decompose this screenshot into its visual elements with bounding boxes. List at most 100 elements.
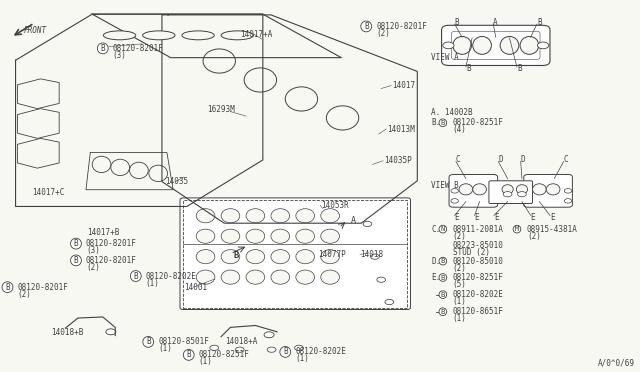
Text: B: B <box>441 292 445 298</box>
Ellipse shape <box>196 270 215 284</box>
Text: D: D <box>521 155 525 164</box>
Text: 14017+B: 14017+B <box>87 228 120 237</box>
Text: 08120-8201F: 08120-8201F <box>86 239 137 248</box>
Text: STUD (2): STUD (2) <box>453 248 490 257</box>
Circle shape <box>451 189 458 193</box>
Text: B: B <box>454 18 460 27</box>
Circle shape <box>385 299 394 305</box>
Ellipse shape <box>271 270 290 284</box>
Polygon shape <box>17 109 59 138</box>
Text: B: B <box>466 64 470 73</box>
Text: A/0^0/69: A/0^0/69 <box>598 358 635 367</box>
Ellipse shape <box>271 229 290 243</box>
Text: 08120-8202E: 08120-8202E <box>146 272 196 280</box>
Text: E: E <box>494 213 499 222</box>
Text: 14018+B: 14018+B <box>51 328 83 337</box>
Text: 08120-8201F: 08120-8201F <box>17 283 68 292</box>
Text: B.: B. <box>431 118 440 127</box>
Text: (1): (1) <box>295 355 309 363</box>
Ellipse shape <box>296 229 314 243</box>
Polygon shape <box>17 79 59 109</box>
Text: (1): (1) <box>158 344 172 353</box>
Ellipse shape <box>221 229 240 243</box>
Ellipse shape <box>104 31 136 40</box>
Text: A: A <box>493 18 498 27</box>
Ellipse shape <box>246 209 265 223</box>
Text: B: B <box>441 258 445 264</box>
Circle shape <box>503 192 512 197</box>
Ellipse shape <box>473 184 486 195</box>
Text: M: M <box>515 226 519 232</box>
Ellipse shape <box>459 184 473 195</box>
Ellipse shape <box>221 270 240 284</box>
Text: 08120-8201F: 08120-8201F <box>86 256 137 265</box>
Text: (2): (2) <box>17 290 31 299</box>
Circle shape <box>264 332 274 338</box>
Text: (1): (1) <box>146 279 159 288</box>
Circle shape <box>518 192 526 197</box>
Text: (3): (3) <box>86 246 100 255</box>
Ellipse shape <box>196 209 215 223</box>
Circle shape <box>363 221 372 227</box>
Text: VIEW B: VIEW B <box>431 181 459 190</box>
Circle shape <box>564 199 572 203</box>
Text: N: N <box>441 226 445 232</box>
Text: B: B <box>186 350 191 359</box>
Ellipse shape <box>129 162 148 179</box>
Circle shape <box>210 345 219 350</box>
Circle shape <box>564 189 572 193</box>
Text: 08223-85010: 08223-85010 <box>453 241 504 250</box>
Text: C: C <box>456 155 461 164</box>
Text: 08120-8251F: 08120-8251F <box>198 350 250 359</box>
Ellipse shape <box>500 36 519 54</box>
Ellipse shape <box>221 209 240 223</box>
Circle shape <box>538 42 548 49</box>
Ellipse shape <box>321 270 339 284</box>
Text: E.: E. <box>431 273 440 282</box>
Text: 08120-8202E: 08120-8202E <box>295 347 346 356</box>
Text: 08120-8201F: 08120-8201F <box>113 44 164 53</box>
Text: (2): (2) <box>453 232 467 241</box>
Circle shape <box>377 277 385 282</box>
Ellipse shape <box>196 229 215 243</box>
Text: 16293M: 16293M <box>207 105 234 114</box>
Text: B: B <box>74 239 78 248</box>
Text: 08120-85010: 08120-85010 <box>453 257 504 266</box>
FancyBboxPatch shape <box>449 174 498 207</box>
Ellipse shape <box>203 49 236 73</box>
Text: 08120-8501F: 08120-8501F <box>158 337 209 346</box>
Text: B: B <box>517 64 522 73</box>
Text: 08915-4381A: 08915-4381A <box>527 225 578 234</box>
Ellipse shape <box>321 229 339 243</box>
Text: (5): (5) <box>453 280 467 289</box>
FancyBboxPatch shape <box>442 25 550 65</box>
Ellipse shape <box>296 270 314 284</box>
Text: B: B <box>5 283 10 292</box>
Text: B: B <box>283 347 287 356</box>
Text: B: B <box>134 272 138 280</box>
Text: VIEW A: VIEW A <box>431 53 459 62</box>
Text: (1): (1) <box>453 314 467 323</box>
Circle shape <box>451 199 458 203</box>
Text: A: A <box>351 217 356 225</box>
Text: (1): (1) <box>453 297 467 306</box>
Text: (1): (1) <box>198 357 212 366</box>
Text: B: B <box>441 275 445 280</box>
Ellipse shape <box>149 165 168 182</box>
Text: 14077P: 14077P <box>317 250 346 259</box>
Ellipse shape <box>221 250 240 264</box>
Circle shape <box>267 347 276 352</box>
Text: B: B <box>441 120 445 126</box>
Text: E: E <box>475 213 479 222</box>
Ellipse shape <box>296 250 314 264</box>
Ellipse shape <box>246 270 265 284</box>
Circle shape <box>106 329 116 335</box>
Ellipse shape <box>502 185 513 194</box>
Text: B: B <box>364 22 369 31</box>
Text: 08120-8202E: 08120-8202E <box>453 290 504 299</box>
Text: 14053R: 14053R <box>321 201 349 210</box>
Ellipse shape <box>321 209 339 223</box>
Text: 08120-8251F: 08120-8251F <box>453 273 504 282</box>
Text: 14035: 14035 <box>165 177 188 186</box>
Circle shape <box>371 254 380 259</box>
